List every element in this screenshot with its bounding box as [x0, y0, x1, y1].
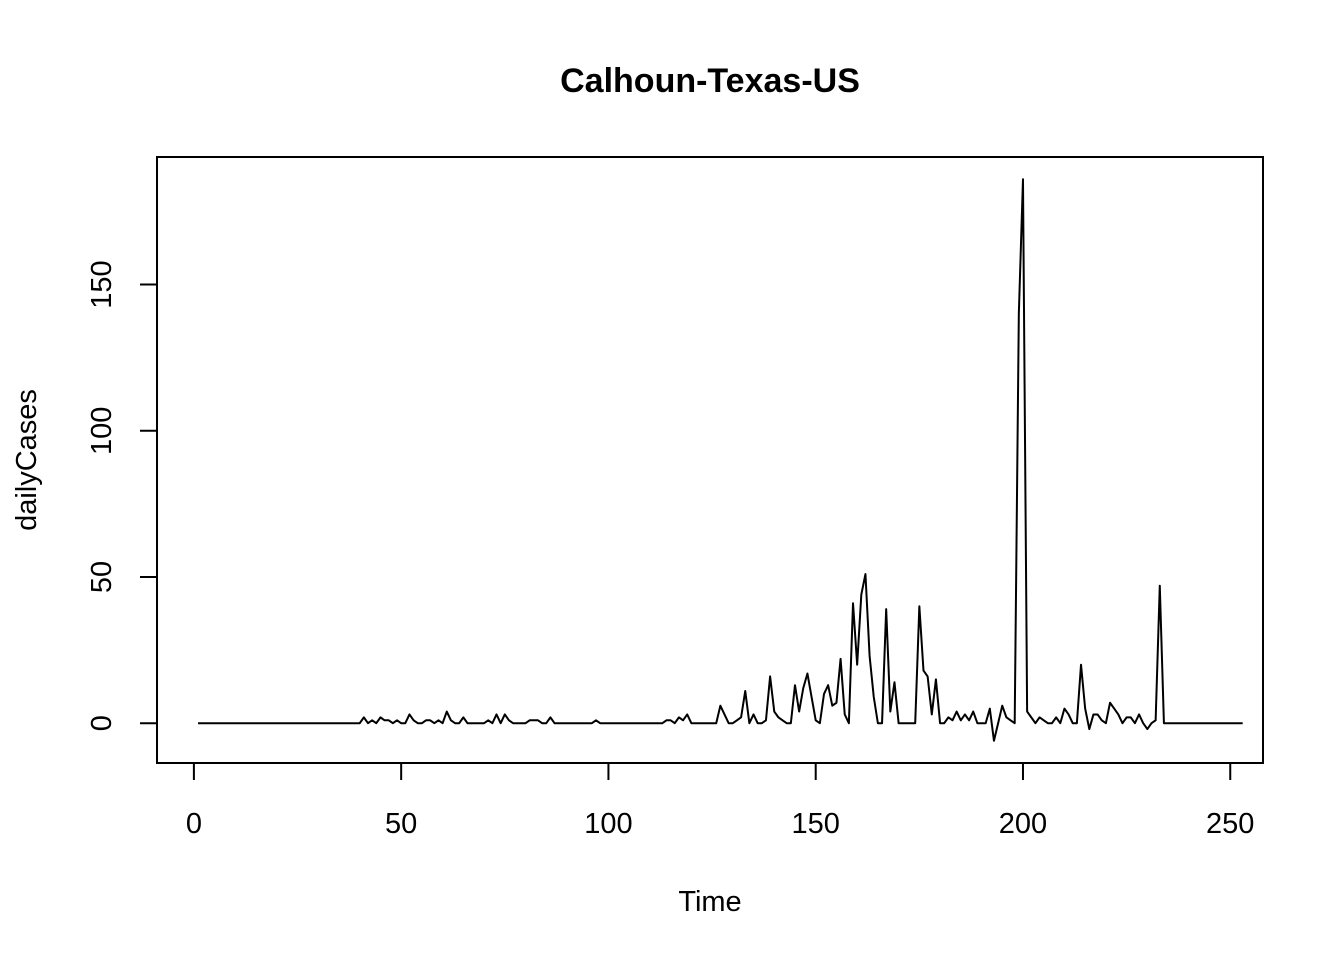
chart-title: Calhoun-Texas-US: [560, 62, 860, 100]
plot-area-border: [156, 156, 1264, 764]
x-tick-label: 0: [186, 808, 202, 840]
series-line-daily-cases: [198, 178, 1243, 742]
x-tick-label: 250: [1206, 808, 1254, 840]
x-tick-label: 200: [999, 808, 1047, 840]
x-axis-label: Time: [678, 886, 741, 918]
x-axis: 0 50 100 150 200 250: [186, 762, 1254, 840]
x-tick-label: 100: [584, 808, 632, 840]
y-axis-label: dailyCases: [11, 389, 43, 531]
y-axis: 0 50 100 150: [86, 260, 158, 731]
y-tick-label: 100: [86, 407, 118, 455]
y-tick-label: 150: [86, 260, 118, 308]
y-tick-label: 0: [86, 715, 118, 731]
y-tick-label: 50: [86, 561, 118, 593]
x-tick-label: 50: [385, 808, 417, 840]
x-tick-label: 150: [792, 808, 840, 840]
